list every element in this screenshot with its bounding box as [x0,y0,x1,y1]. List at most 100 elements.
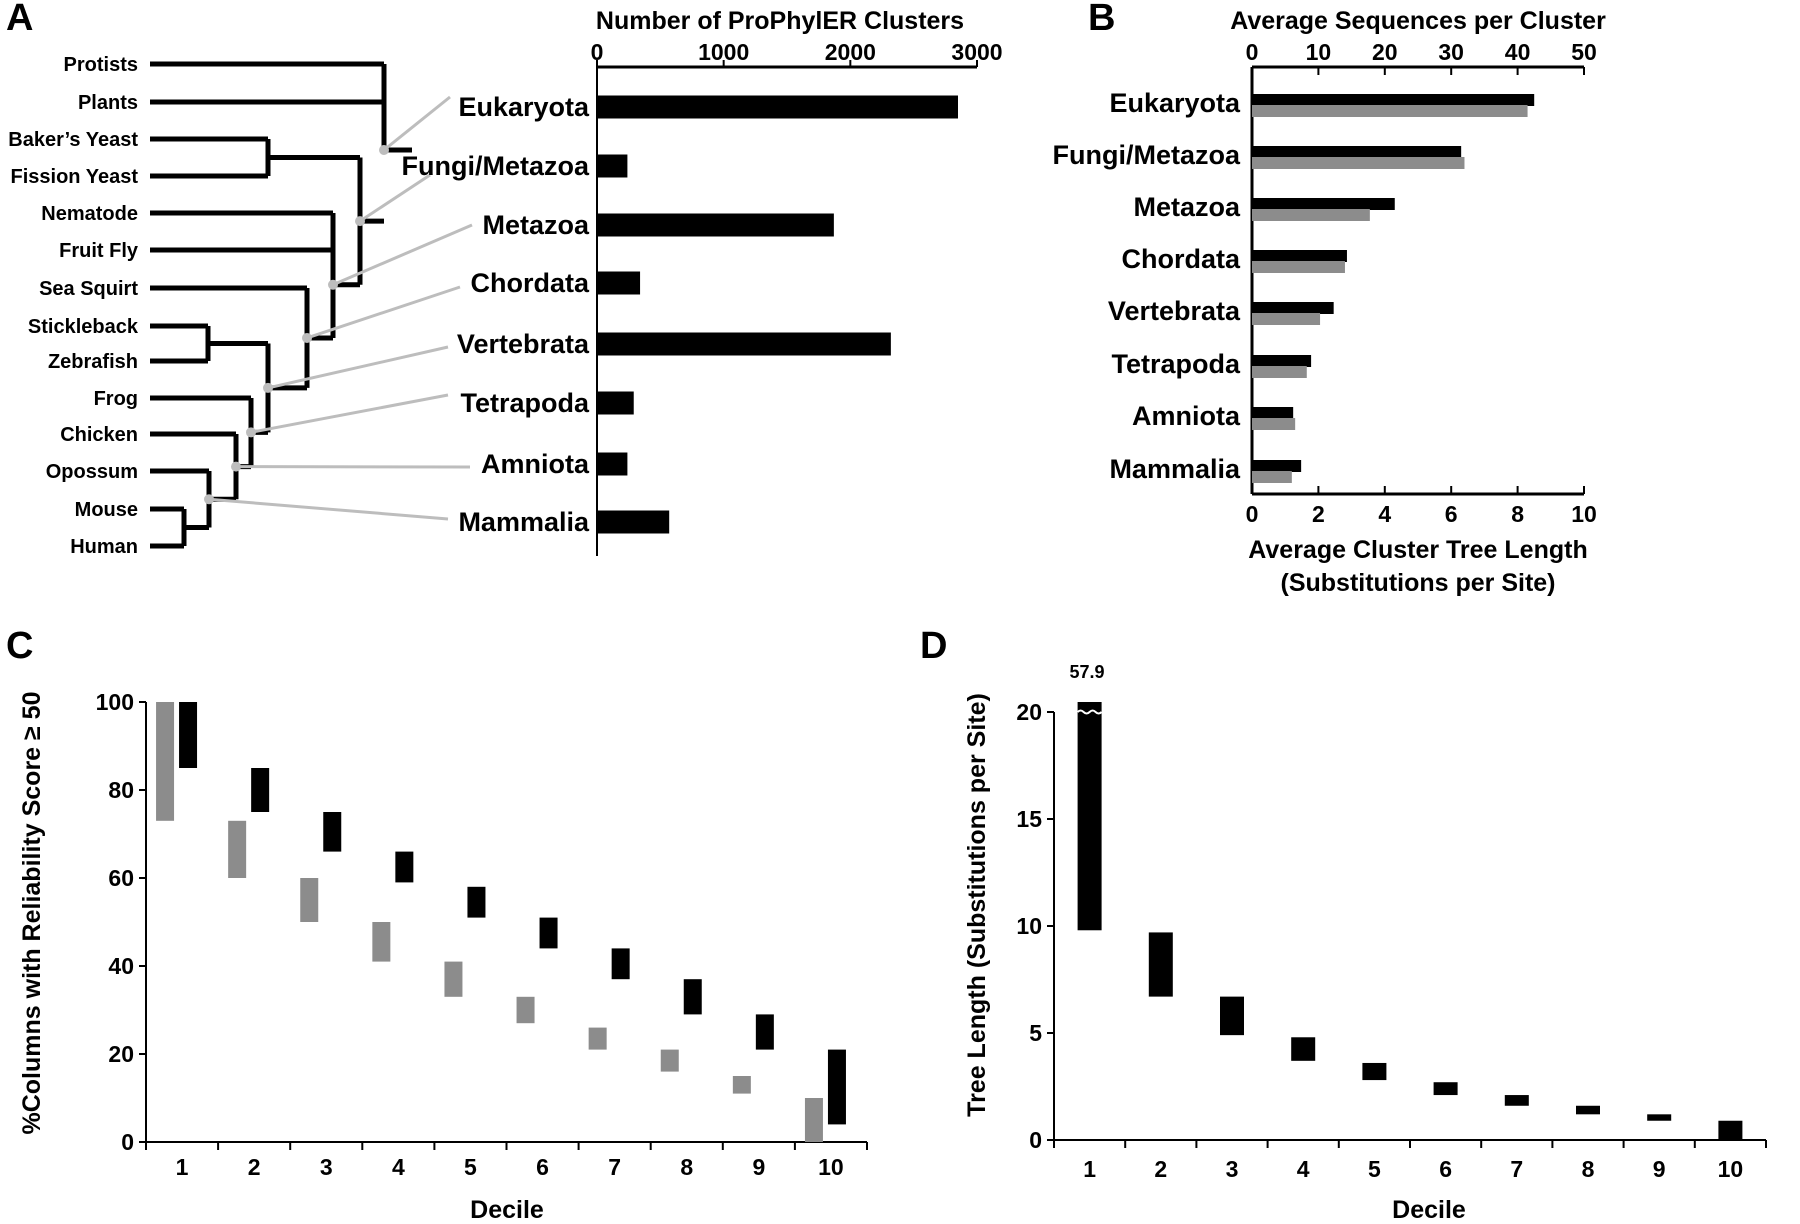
panel-c-range-bar-black [395,851,414,883]
panel-b-top-tick-label: 10 [1306,39,1332,65]
panel-b-bar-tree-length [1252,209,1370,221]
panel-a-category-label: Eukaryota [458,92,590,122]
clade-leader-line [332,223,473,287]
species-label: Plants [78,92,138,114]
clade-node-dot [379,145,389,155]
panel-c-x-tick-label: 2 [248,1154,261,1180]
phylogenetic-tree [150,61,412,549]
panel-a: Number of ProPhylER Clusters 0 1000 2000 30… [8,7,1002,558]
panel-b-bottom-tick-label: 6 [1445,501,1458,527]
panel-b-category-labels: Eukaryota Fungi/Metazoa Metazoa Chordata Ver… [1053,88,1241,484]
panel-a-category-label: Chordata [470,268,589,298]
panel-b-bar-tree-length [1252,313,1321,325]
panel-b-top-axis-title: Average Sequences per Cluster [1230,7,1606,35]
panel-a-category-label: Fungi/Metazoa [402,151,590,181]
panel-b-bar-sequences [1252,460,1302,472]
panel-b-bar-sequences [1252,355,1312,367]
panel-b-category-label: Chordata [1121,244,1240,274]
panel-c-x-tick-label: 6 [536,1154,549,1180]
panel-d-break-label: 57.9 [1069,662,1104,682]
panel-b-bar-tree-length [1252,261,1345,273]
clade-leader-line [306,285,461,340]
clade-node-dot [246,427,256,438]
panel-c-x-axis-title: Decile [470,1196,544,1224]
panel-d-x-tick-label: 4 [1297,1156,1310,1182]
panel-c-x-tick-label: 5 [464,1154,477,1180]
panel-a-tick-label: 3000 [951,39,1002,65]
panel-c-range-bar-black [611,948,630,980]
clade-node-dot [355,216,365,227]
panel-b-bars [1252,94,1535,483]
panel-c-range-bar-gray [228,820,247,878]
panel-d-x-tick-label: 1 [1083,1156,1096,1182]
panel-b-top-tick-label: 20 [1372,39,1398,65]
panel-c-y-axis-title: %Columns with Reliability Score ≥ 50 [18,692,46,1135]
panel-d-y-axis-title: Tree Length (Substitutions per Site) [963,693,991,1117]
panel-a-bar [597,510,670,534]
panel-d-x-axis-title: Decile [1392,1196,1466,1224]
panel-c-range-bar-gray [804,1098,823,1142]
panel-b-category-label: Amniota [1132,401,1241,431]
panel-c-range-bar-gray [660,1049,679,1072]
clade-leader-line [250,393,449,434]
panel-d-x-tick-label: 5 [1368,1156,1381,1182]
clade-leader-line [208,497,449,521]
panel-c-range-bar-gray [588,1027,607,1050]
panel-d-range-bar [1433,1082,1458,1096]
panel-c-range-bar-black [755,1014,774,1050]
panel-d-range-bar [1718,1120,1743,1140]
panel-c-x-tick-label: 8 [680,1154,693,1180]
panel-b-bar-sequences [1252,146,1462,158]
panel-b-bar-tree-length [1252,157,1465,169]
panel-a-bar [597,95,958,119]
panel-b-top-tick-label: 30 [1438,39,1464,65]
panel-d-range-bar [1362,1062,1387,1081]
panel-a-bars [597,95,958,534]
panel-b-bar-sequences [1252,198,1395,210]
panel-d-range-bar [1148,932,1173,997]
panel-b-top-tick-label: 50 [1571,39,1597,65]
panel-c-range-bar-black [467,886,486,918]
axis-break-mark [1076,709,1103,715]
panel-c-range-bar-gray [372,922,391,962]
panel-b-bar-tree-length [1252,418,1296,430]
clade-node-dot [231,461,241,472]
panel-c-x-tick-label: 1 [176,1154,189,1180]
species-label: Chicken [60,424,138,446]
species-label: Sea Squirt [39,278,138,300]
panel-b-bar-sequences [1252,94,1535,106]
panel-b-category-label: Fungi/Metazoa [1053,140,1241,170]
clade-leader-line [359,173,431,223]
panel-d-y-tick-label: 10 [1016,913,1042,939]
panel-c-y-tick-label: 40 [108,953,134,979]
panel-b-bottom-axis-title-line1: Average Cluster Tree Length [1248,536,1587,564]
panel-a-species-labels: Protists Plants Baker’s Yeast Fission Yeast… [8,54,139,558]
panel-a-category-label: Amniota [481,449,590,479]
panel-d-range-bar [1220,996,1244,1036]
panel-b-bottom-tick-label: 4 [1378,501,1391,527]
panel-d-y-tick-label: 20 [1016,699,1042,725]
panel-letter-d: D [920,625,947,667]
panel-b-bottom-tick-label: 0 [1246,501,1259,527]
panel-a-bar [597,452,628,476]
panel-d-x-tick-label: 7 [1510,1156,1523,1182]
panel-b-category-label: Eukaryota [1109,88,1241,118]
panel-d-range-bar [1647,1114,1672,1121]
panel-c-range-bar-black [179,702,198,768]
panel-a-bar [597,332,891,356]
species-label: Frog [94,388,138,410]
panel-c-range-bar-black [539,917,558,949]
panel-c-bars [156,702,846,1142]
panel-d-x-tick-label: 10 [1718,1156,1744,1182]
panel-b-bar-sequences [1252,302,1334,314]
species-label: Opossum [46,461,138,483]
panel-c-y-tick-label: 60 [108,865,134,891]
panel-d-x-tick-label: 6 [1439,1156,1452,1182]
panel-b-category-label: Tetrapoda [1111,349,1240,379]
panel-c-y-tick-label: 20 [108,1041,134,1067]
panel-c-range-bar-black [323,812,342,852]
species-label: Fruit Fly [59,240,139,262]
panel-c-x-tick-label: 7 [608,1154,621,1180]
panel-a-category-label: Vertebrata [457,329,590,359]
panel-a-bar [597,391,634,415]
